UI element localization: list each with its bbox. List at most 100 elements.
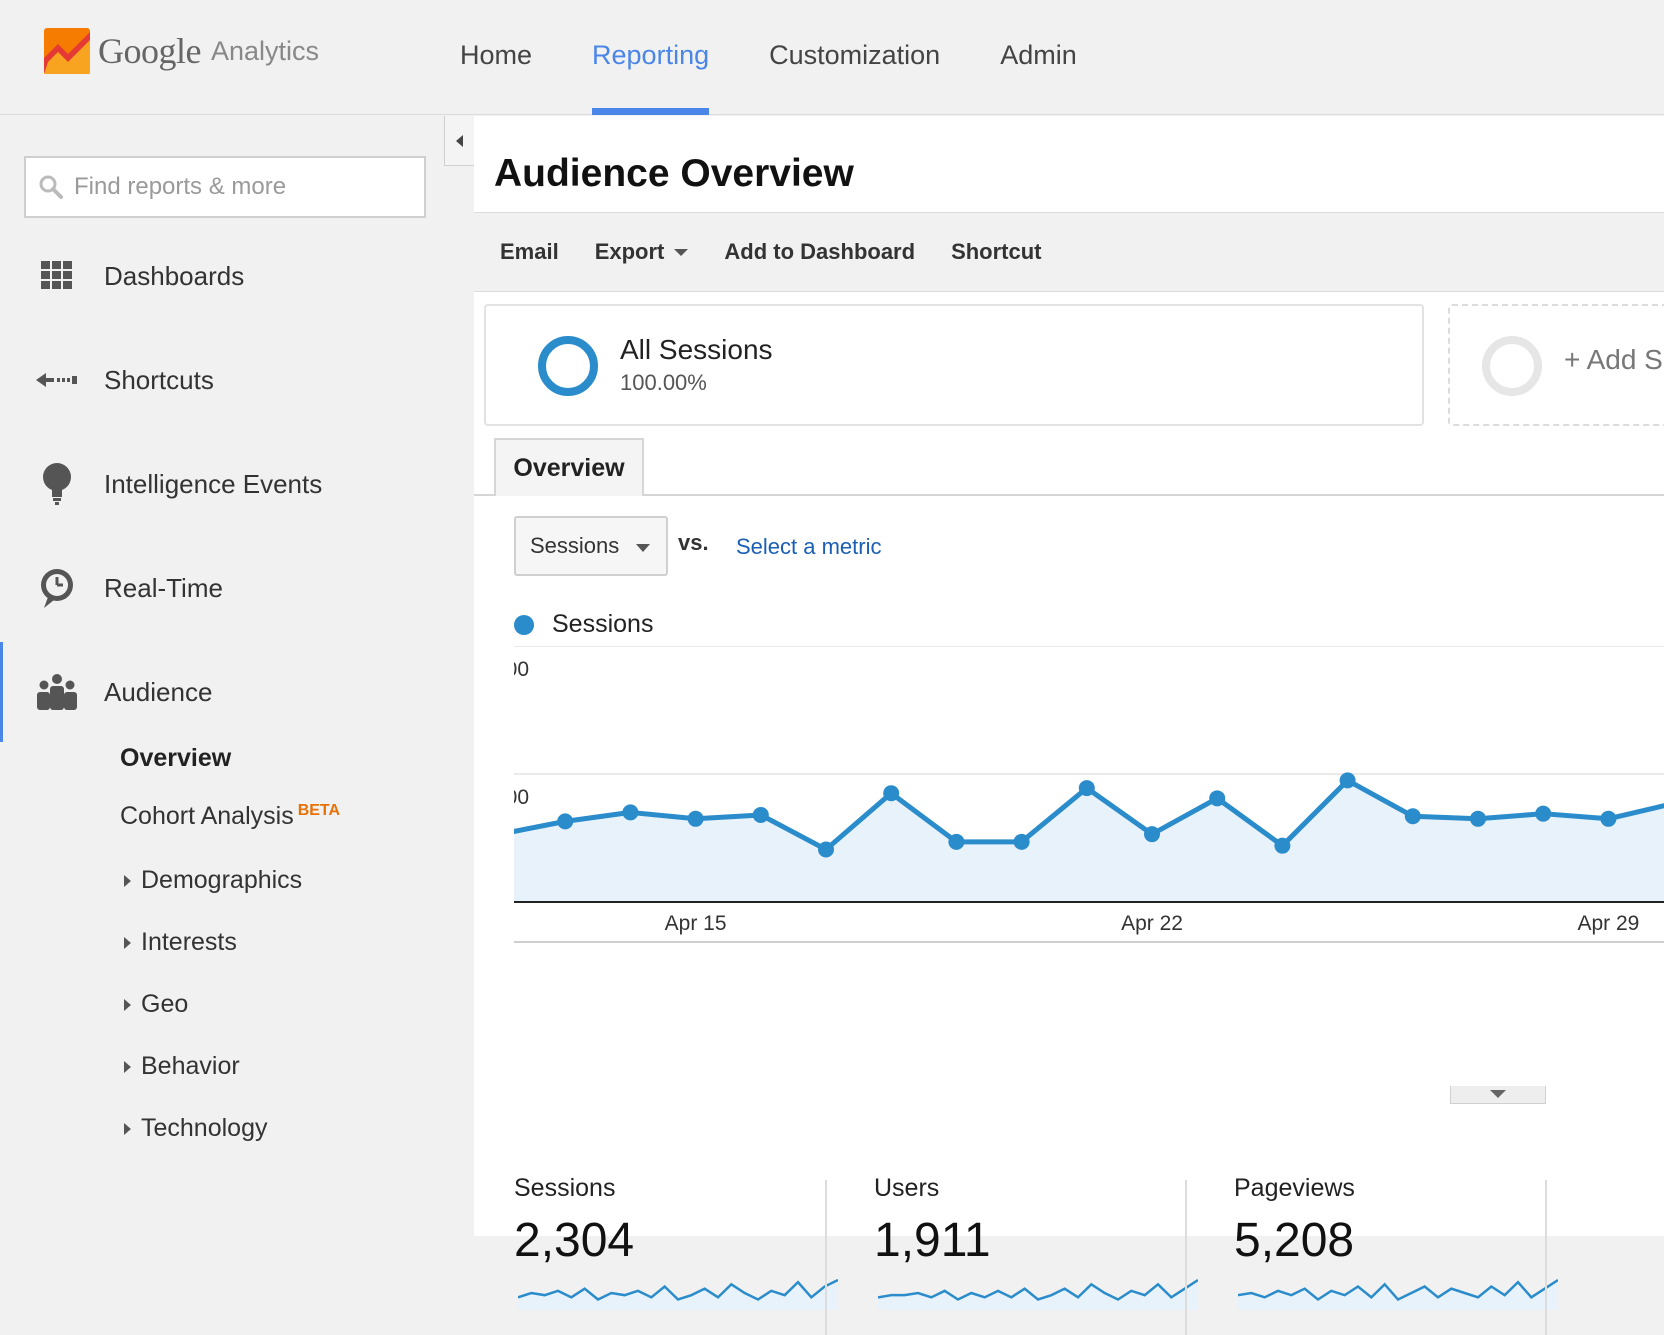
clock-icon (30, 566, 84, 610)
pageviews-sparkline (1238, 1278, 1558, 1310)
sparkline-area (1238, 1280, 1558, 1310)
nav-admin[interactable]: Admin (1000, 40, 1077, 70)
sidebar-tree-demographics[interactable]: Demographics (124, 866, 302, 895)
caret-right-icon (124, 874, 131, 887)
stat-divider (825, 1180, 827, 1335)
export-label: Export (594, 239, 665, 264)
data-point (687, 810, 704, 827)
beta-badge: BETA (297, 802, 341, 819)
segment-name: All Sessions (620, 334, 773, 365)
sidebar-tree-geo[interactable]: Geo (124, 990, 188, 1019)
stat-users[interactable]: Users 1,911 (874, 1174, 1214, 1334)
caret-right-icon (124, 936, 131, 949)
data-point (557, 813, 574, 830)
data-point (1470, 810, 1486, 827)
add-segment-button[interactable]: + Add S (1448, 304, 1664, 426)
chart-legend: Sessions (514, 610, 653, 639)
sessions-chart[interactable]: 200 100 Apr 15 Apr 22 Apr 29 (514, 646, 1664, 1106)
sidebar-tree-interests[interactable]: Interests (124, 928, 237, 957)
sidebar-item-audience[interactable]: Audience (0, 642, 444, 742)
select-metric-link[interactable]: Select a metric (736, 534, 882, 559)
sidebar-sub-cohort-analysis[interactable]: Cohort Analysis BETA (120, 802, 340, 831)
sidebar-item-label: Audience (104, 676, 213, 707)
chevron-down-icon (674, 248, 689, 256)
add-to-dashboard-button[interactable]: Add to Dashboard (724, 239, 916, 264)
nav-home[interactable]: Home (460, 40, 533, 70)
collapse-sidebar-button[interactable] (444, 116, 474, 166)
y-tick-label: 100 (514, 786, 529, 809)
data-point (1274, 837, 1291, 854)
stat-name: Sessions (514, 1174, 616, 1202)
legend-dot (514, 614, 534, 635)
stat-name: Pageviews (1234, 1174, 1355, 1202)
sessions-sparkline (518, 1278, 838, 1310)
chevron-down-icon (636, 544, 650, 552)
data-point (1404, 808, 1421, 825)
data-point (883, 785, 900, 802)
sidebar-item-dashboards[interactable]: Dashboards (0, 246, 444, 306)
stat-divider (1545, 1180, 1547, 1335)
logo-analytics-text: Analytics (210, 35, 320, 66)
data-point (1013, 833, 1030, 850)
search-input[interactable] (74, 173, 404, 201)
data-point (818, 841, 834, 858)
shortcut-button[interactable]: Shortcut (951, 239, 1042, 264)
stat-divider (1185, 1180, 1187, 1335)
tree-label: Interests (141, 928, 237, 956)
tree-label: Technology (141, 1114, 268, 1142)
sidebar-tree-behavior[interactable]: Behavior (124, 1052, 240, 1081)
data-point (1600, 810, 1617, 827)
sidebar-item-real-time[interactable]: Real-Time (0, 558, 444, 618)
stat-name: Users (874, 1174, 940, 1202)
caret-right-icon (124, 998, 131, 1011)
data-point (1144, 826, 1160, 843)
x-tick-label: Apr 15 (665, 912, 727, 935)
caret-right-icon (124, 1060, 131, 1073)
analytics-logo-icon (44, 28, 90, 74)
tab-overview[interactable]: Overview (494, 438, 644, 496)
lightbulb-icon (30, 462, 84, 506)
sidebar-item-shortcuts[interactable]: Shortcuts (0, 350, 444, 410)
nav-reporting[interactable]: Reporting (592, 0, 710, 115)
series-area (514, 780, 1664, 902)
stat-value: 1,911 (874, 1214, 991, 1267)
shortcut-arrow-icon (30, 358, 84, 402)
data-point (1078, 780, 1095, 797)
metric-select-value: Sessions (530, 533, 620, 558)
stat-sessions[interactable]: Sessions 2,304 (514, 1174, 854, 1334)
tree-label: Demographics (141, 866, 303, 894)
tab-divider (474, 494, 1664, 496)
people-icon (30, 670, 84, 714)
google-analytics-logo[interactable]: Google Analytics (44, 28, 319, 74)
tree-label: Behavior (141, 1052, 240, 1080)
data-point (1209, 790, 1226, 807)
metric-select[interactable]: Sessions (514, 516, 668, 576)
sidebar-item-label: Shortcuts (104, 364, 214, 395)
y-tick-label: 200 (514, 658, 529, 681)
users-sparkline (878, 1278, 1198, 1310)
segment-all-sessions[interactable]: All Sessions 100.00% (484, 304, 1424, 426)
sidebar-item-intelligence-events[interactable]: Intelligence Events (0, 454, 444, 514)
email-button[interactable]: Email (500, 239, 559, 264)
caret-left-icon (455, 134, 463, 147)
tree-label: Geo (141, 990, 189, 1018)
stat-value: 5,208 (1234, 1214, 1355, 1267)
main-content: Audience Overview Email Export Add to Da… (474, 116, 1664, 1335)
top-nav: Home Reporting Customization Admin (460, 0, 1137, 115)
nav-customization[interactable]: Customization (769, 40, 941, 70)
stat-pageviews[interactable]: Pageviews 5,208 (1234, 1174, 1574, 1334)
export-button[interactable]: Export (595, 239, 689, 265)
x-tick-label: Apr 22 (1121, 912, 1183, 935)
search-box[interactable] (24, 156, 426, 218)
data-point (752, 806, 769, 823)
legend-label: Sessions (552, 610, 654, 638)
sidebar-tree-technology[interactable]: Technology (124, 1114, 267, 1143)
stat-value: 2,304 (514, 1214, 635, 1267)
grid-icon (30, 254, 84, 298)
add-segment-label: + Add S (1564, 344, 1663, 375)
chevron-down-icon (1490, 1090, 1506, 1098)
logo-google-text: Google (98, 31, 201, 71)
sidebar-sub-overview[interactable]: Overview (120, 744, 232, 772)
sidebar: Dashboards Shortcuts Intelligence Events (0, 116, 474, 1236)
chart-expand-handle[interactable] (1450, 1086, 1546, 1104)
